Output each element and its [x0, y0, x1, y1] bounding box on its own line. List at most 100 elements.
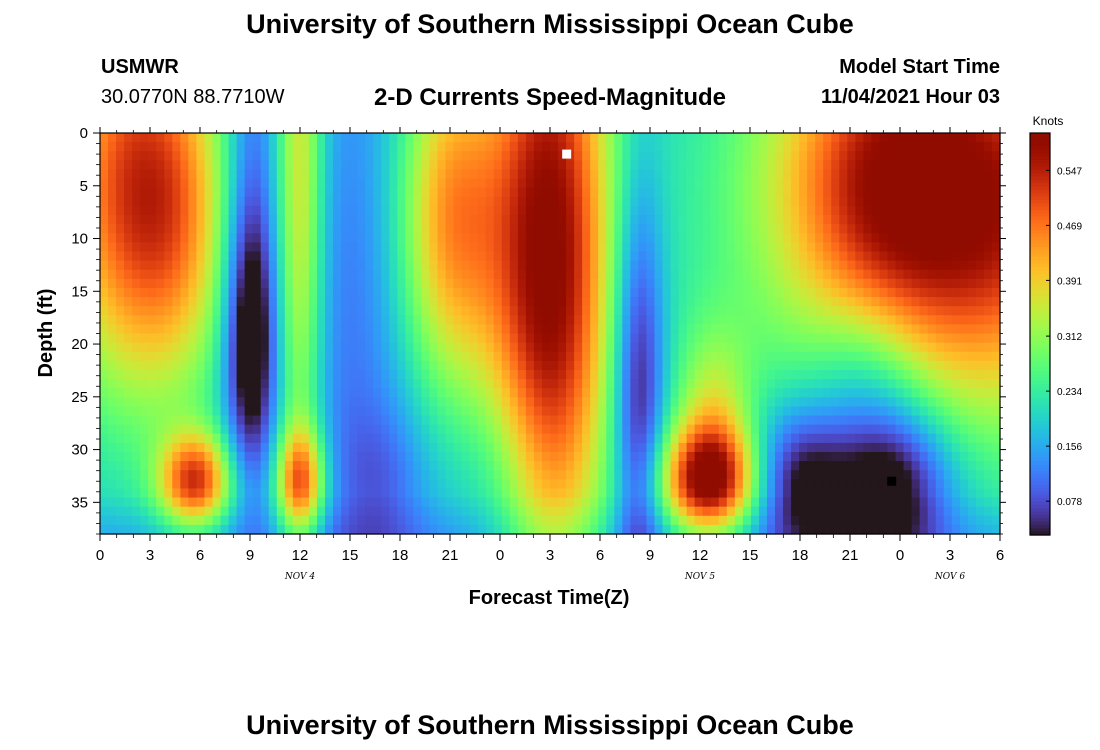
heatmap-cell: [252, 324, 262, 335]
heatmap-cell: [831, 242, 840, 253]
heatmap-cell: [501, 251, 511, 262]
heatmap-cell: [951, 515, 961, 526]
heatmap-cell: [445, 169, 455, 180]
heatmap-cell: [188, 333, 198, 344]
heatmap-cell: [300, 242, 310, 253]
heatmap-cell: [815, 178, 824, 189]
heatmap-cell: [268, 315, 278, 325]
heatmap-cell: [638, 342, 648, 353]
heatmap-cell: [951, 397, 961, 408]
heatmap-cell: [566, 178, 575, 189]
heatmap-cell: [212, 251, 222, 262]
heatmap-cell: [437, 269, 447, 280]
heatmap-cell: [333, 160, 342, 171]
heatmap-cell: [887, 169, 897, 180]
chart-title: 2-D Currents Speed-Magnitude: [373, 84, 727, 111]
heatmap-cell: [541, 442, 551, 453]
heatmap-cell: [349, 369, 358, 380]
heatmap-cell: [156, 479, 165, 490]
heatmap-cell: [710, 278, 720, 289]
heatmap-cell: [823, 324, 832, 335]
heatmap-cell: [734, 297, 744, 307]
heatmap-cell: [300, 233, 310, 243]
heatmap-cell: [734, 351, 744, 362]
heatmap-cell: [477, 306, 487, 316]
heatmap-cell: [630, 205, 639, 216]
heatmap-cell: [220, 233, 230, 243]
heatmap-cell: [156, 333, 165, 344]
heatmap-cell: [742, 479, 752, 490]
heatmap-cell: [566, 342, 575, 353]
heatmap-cell: [935, 260, 945, 271]
heatmap-cell: [983, 333, 993, 344]
heatmap-cell: [927, 133, 937, 143]
heatmap-cell: [791, 351, 800, 362]
heatmap-cell: [815, 479, 824, 490]
heatmap-cell: [823, 506, 832, 517]
heatmap-cell: [252, 287, 262, 298]
heatmap-cell: [172, 497, 181, 508]
heatmap-cell: [734, 242, 744, 253]
heatmap-cell: [903, 397, 913, 408]
heatmap-cell: [686, 224, 696, 234]
heatmap-cell: [951, 388, 961, 398]
heatmap-cell: [726, 269, 736, 280]
heatmap-cell: [389, 488, 398, 499]
heatmap-cell: [397, 133, 406, 143]
heatmap-cell: [292, 233, 302, 243]
heatmap-cell: [517, 187, 527, 198]
heatmap-cell: [445, 242, 455, 253]
heatmap-cell: [742, 133, 752, 143]
heatmap-cell: [887, 424, 897, 435]
heatmap-cell: [558, 424, 567, 435]
heatmap-cell: [871, 287, 881, 298]
heatmap-cell: [951, 306, 961, 316]
heatmap-cell: [485, 506, 495, 517]
heatmap-cell: [718, 215, 728, 225]
heatmap-cell: [975, 424, 985, 435]
heatmap-cell: [686, 142, 696, 152]
heatmap-cell: [509, 297, 519, 307]
heatmap-cell: [742, 242, 752, 253]
heatmap-cell: [188, 506, 198, 517]
heatmap-cell: [686, 397, 696, 408]
heatmap-cell: [244, 333, 254, 344]
heatmap-cell: [373, 196, 382, 207]
heatmap-cell: [935, 388, 945, 398]
heatmap-cell: [815, 224, 824, 234]
heatmap-cell: [574, 306, 583, 316]
heatmap-cell: [935, 479, 945, 490]
heatmap-cell: [349, 515, 358, 526]
heatmap-cell: [879, 306, 889, 316]
heatmap-cell: [919, 324, 929, 335]
heatmap-cell: [533, 260, 543, 271]
heatmap-cell: [244, 169, 254, 180]
heatmap-cell: [381, 515, 390, 526]
heatmap-cell: [373, 515, 382, 526]
heatmap-cell: [204, 433, 214, 444]
heatmap-cell: [895, 224, 905, 234]
heatmap-cell: [766, 406, 776, 417]
heatmap-cell: [541, 242, 551, 253]
heatmap-cell: [558, 260, 567, 271]
heatmap-cell: [212, 369, 222, 380]
heatmap-cell: [164, 224, 173, 234]
heatmap-cell: [349, 315, 358, 325]
heatmap-cell: [325, 451, 334, 462]
heatmap-cell: [437, 497, 447, 508]
heatmap-cell: [670, 497, 680, 508]
heatmap-cell: [558, 451, 567, 462]
heatmap-cell: [750, 342, 760, 353]
heatmap-cell: [791, 433, 800, 444]
heatmap-cell: [983, 233, 993, 243]
heatmap-cell: [630, 196, 639, 207]
heatmap-cell: [204, 242, 214, 253]
heatmap-cell: [525, 424, 535, 435]
heatmap-cell: [188, 461, 198, 471]
heatmap-cell: [831, 205, 840, 216]
heatmap-cell: [204, 205, 214, 216]
heatmap-cell: [413, 260, 423, 271]
heatmap-cell: [308, 142, 318, 152]
heatmap-cell: [477, 351, 487, 362]
heatmap-cell: [493, 424, 503, 435]
